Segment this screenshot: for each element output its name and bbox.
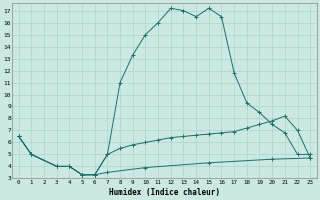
X-axis label: Humidex (Indice chaleur): Humidex (Indice chaleur) bbox=[109, 188, 220, 197]
